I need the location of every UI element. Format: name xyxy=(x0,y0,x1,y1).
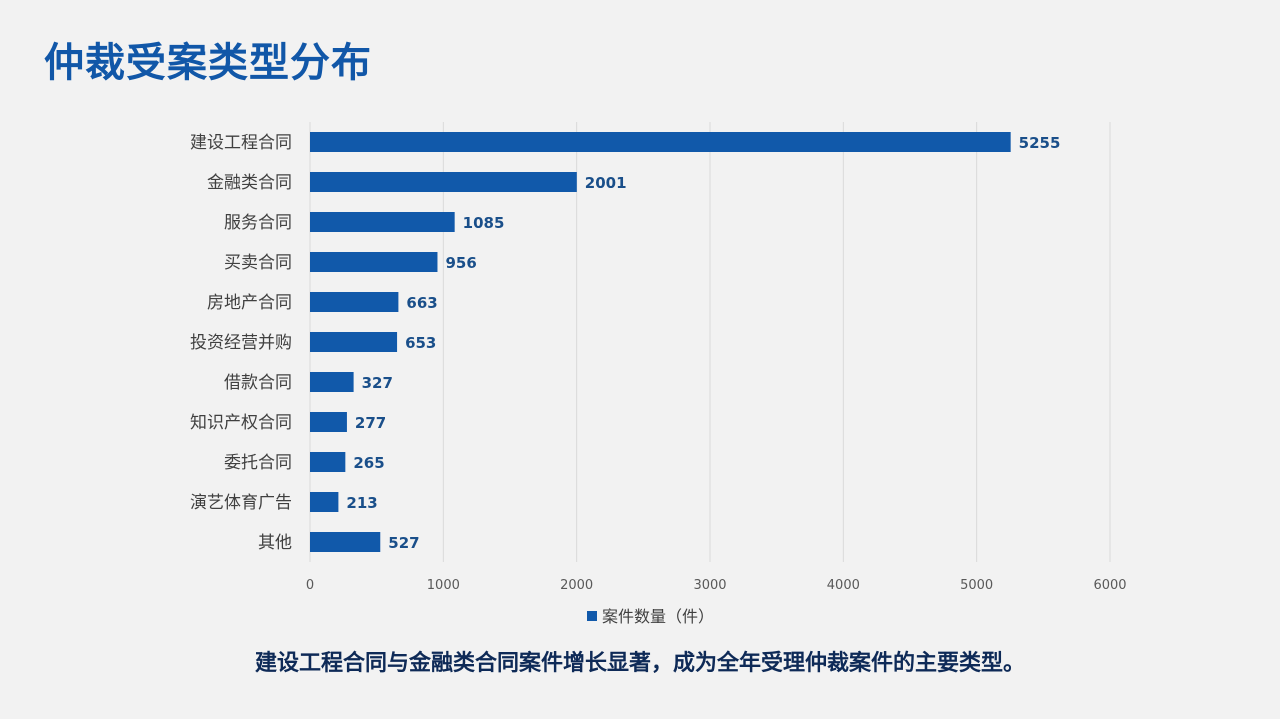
category-label: 金融类合同 xyxy=(207,173,292,193)
category-label: 建设工程合同 xyxy=(190,133,292,153)
data-label: 956 xyxy=(445,254,476,272)
data-label: 265 xyxy=(353,454,384,472)
x-tick-label: 6000 xyxy=(1093,578,1126,593)
page-title: 仲裁受案类型分布 xyxy=(44,40,372,86)
bar xyxy=(310,252,438,272)
legend-swatch xyxy=(587,611,597,621)
bar xyxy=(310,372,354,392)
x-tick-label: 4000 xyxy=(827,578,860,593)
data-label: 5255 xyxy=(1019,134,1061,152)
category-label: 买卖合同 xyxy=(224,253,292,273)
bar xyxy=(310,292,399,312)
data-label: 527 xyxy=(388,534,419,552)
data-label: 327 xyxy=(362,374,393,392)
legend-label: 案件数量（件） xyxy=(602,607,714,626)
x-tick-label: 0 xyxy=(306,578,314,593)
data-label: 663 xyxy=(406,294,437,312)
data-label: 277 xyxy=(355,414,386,432)
bar xyxy=(310,492,339,512)
bar xyxy=(310,132,1011,152)
bar xyxy=(310,212,455,232)
conclusion-text: 建设工程合同与金融类合同案件增长显著，成为全年受理仲裁案件的主要类型。 xyxy=(254,651,1025,676)
x-tick-label: 1000 xyxy=(427,578,460,593)
category-label: 演艺体育广告 xyxy=(190,493,292,513)
data-label: 1085 xyxy=(463,214,505,232)
bar xyxy=(310,332,398,352)
category-label: 借款合同 xyxy=(224,373,292,393)
x-tick-label: 3000 xyxy=(693,578,726,593)
category-label: 其他 xyxy=(258,533,292,553)
x-tick-label: 2000 xyxy=(560,578,593,593)
bar xyxy=(310,532,381,552)
legend: 案件数量（件） xyxy=(587,607,714,626)
category-label: 委托合同 xyxy=(224,453,292,473)
category-label: 投资经营并购 xyxy=(190,333,292,353)
bar xyxy=(310,172,577,192)
data-label: 2001 xyxy=(585,174,627,192)
category-label: 房地产合同 xyxy=(207,293,292,313)
category-label: 知识产权合同 xyxy=(190,413,292,433)
data-label: 213 xyxy=(346,494,377,512)
bar xyxy=(310,412,347,432)
data-label: 653 xyxy=(405,334,436,352)
bar xyxy=(310,452,346,472)
bars xyxy=(310,132,1011,552)
category-label: 服务合同 xyxy=(224,213,292,233)
x-tick-label: 5000 xyxy=(960,578,993,593)
labels: 0 1000 2000 3000 4000 5000 6000 建设工程合同 5255 金融类合同… xyxy=(190,133,1127,593)
grid-lines xyxy=(309,122,1111,562)
